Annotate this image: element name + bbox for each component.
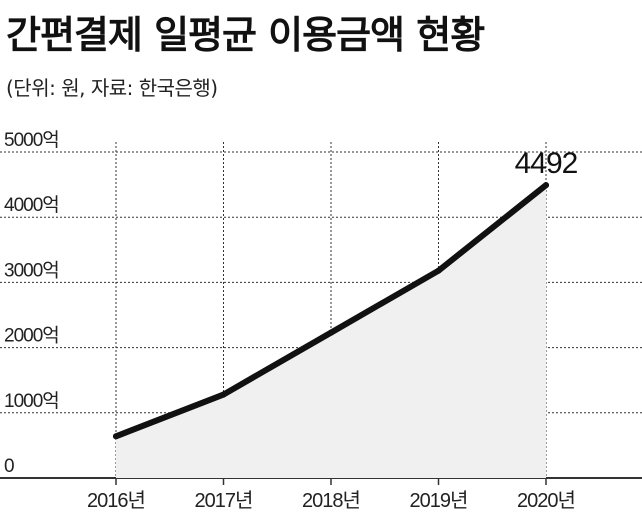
y-tick-label: 0 [4, 456, 14, 477]
x-tick-label: 2017년 [195, 489, 253, 512]
y-tick-label: 2000억 [4, 325, 59, 347]
y-axis-ticks: 0 1000억 2000억 3000억 4000억 5000억 [4, 129, 60, 477]
y-tick-label: 4000억 [4, 194, 59, 216]
data-point [220, 391, 227, 398]
x-axis-ticks: 2016년 2017년 2018년 2019년 2020년 [87, 478, 576, 512]
series-line-segment [435, 182, 549, 274]
x-tick-label: 2019년 [410, 489, 468, 512]
series-line-segment [328, 267, 442, 336]
data-point [435, 267, 442, 274]
data-point [543, 182, 549, 189]
data-labels: 4492 [515, 147, 579, 180]
data-label: 4492 [515, 147, 578, 180]
data-point [328, 329, 334, 336]
y-tick-label: 5000억 [4, 129, 59, 151]
area-fill-layer [116, 185, 546, 479]
chart-subtitle: (단위: 원, 자료: 한국은행) [6, 76, 218, 100]
chart-title: 간편결제 일평균 이용금액 현황 [6, 13, 485, 57]
series-line-segment [220, 329, 334, 398]
data-point [113, 433, 119, 440]
series-area [116, 185, 546, 479]
series-line-segment [113, 391, 227, 440]
y-tick-label: 1000억 [4, 390, 59, 412]
x-tick-label: 2018년 [302, 489, 360, 512]
x-tick-label: 2020년 [517, 489, 575, 512]
x-tick-label: 2016년 [87, 489, 145, 512]
y-tick-label: 3000억 [4, 259, 59, 281]
series-line-layer [113, 182, 549, 440]
